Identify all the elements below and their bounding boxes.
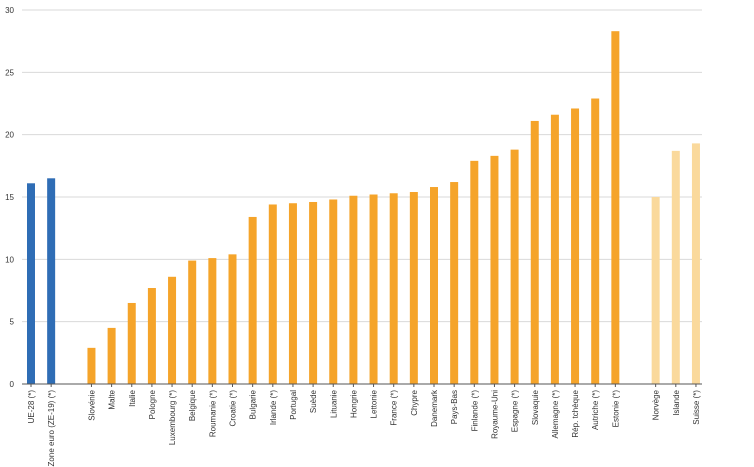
x-tick-label: Malte bbox=[108, 389, 117, 409]
x-tick-label: Suisse (*) bbox=[692, 390, 701, 425]
bar-ue-28 bbox=[27, 183, 35, 384]
bar-pays-bas bbox=[450, 182, 459, 384]
bar-danemark bbox=[430, 187, 438, 384]
bar-espagne bbox=[510, 149, 519, 384]
bar-chypre bbox=[409, 192, 418, 384]
bar-allemagne bbox=[550, 114, 559, 384]
x-tick-label: Autriche (*) bbox=[591, 390, 600, 430]
bar-croatie bbox=[228, 254, 237, 384]
bar-slov-nie bbox=[87, 347, 96, 384]
x-tick-label: Irlande (*) bbox=[269, 390, 278, 425]
bar-autriche bbox=[591, 98, 600, 384]
y-tick-label: 20 bbox=[5, 131, 14, 140]
x-tick-label: Slovaquie bbox=[531, 389, 540, 425]
bar-lettonie bbox=[369, 194, 378, 384]
x-tick-label: Allemagne (*) bbox=[551, 390, 560, 439]
x-tick-label: UE-28 (*) bbox=[27, 390, 36, 424]
x-tick-label: Chypre bbox=[410, 389, 419, 415]
x-tick-label: Hongrie bbox=[349, 389, 358, 418]
x-tick-label: Rép. tchèque bbox=[571, 389, 580, 437]
y-tick-label: 10 bbox=[5, 255, 14, 264]
x-tick-label: Finlande (*) bbox=[470, 390, 479, 432]
x-tick-label: Espagne (*) bbox=[511, 390, 520, 433]
bar-lituanie bbox=[329, 199, 338, 384]
x-tick-label: Islande bbox=[672, 389, 681, 415]
bar-belgique bbox=[188, 260, 197, 384]
x-tick-label: Lettonie bbox=[370, 389, 379, 418]
bar-portugal bbox=[288, 203, 297, 384]
y-tick-label: 30 bbox=[5, 6, 14, 15]
x-tick-label: Pologne bbox=[148, 389, 157, 419]
y-tick-label: 0 bbox=[10, 380, 15, 389]
x-tick-label: Bulgarie bbox=[249, 389, 258, 419]
bars bbox=[27, 31, 700, 385]
y-tick-label: 25 bbox=[5, 68, 14, 77]
x-tick-label: Belgique bbox=[188, 389, 197, 421]
bar-hongrie bbox=[349, 195, 358, 384]
bar-pologne bbox=[147, 288, 156, 384]
x-tick-label: Lituanie bbox=[329, 389, 338, 418]
bar-r-p-tch-que bbox=[571, 108, 580, 385]
x-tick-label: France (*) bbox=[390, 390, 399, 426]
x-tick-label: Luxembourg (*) bbox=[168, 390, 177, 445]
x-tick-label: Slovénie bbox=[87, 389, 96, 420]
bar-france bbox=[389, 193, 398, 384]
gridlines bbox=[22, 9, 702, 323]
x-tick-label: Norvège bbox=[652, 389, 661, 420]
bar-irlande bbox=[268, 204, 277, 384]
x-tick-label: Italie bbox=[128, 389, 137, 406]
x-tick-label: Estonie (*) bbox=[611, 390, 620, 428]
bar-roumanie bbox=[208, 258, 217, 384]
x-tick-label: Roumanie (*) bbox=[208, 390, 217, 437]
bar-italie bbox=[127, 302, 136, 384]
x-tick-label: Pays-Bas bbox=[450, 390, 459, 424]
bar-luxembourg bbox=[168, 276, 177, 384]
bar-islande bbox=[671, 150, 680, 384]
bar-finlande bbox=[470, 160, 479, 384]
bar-slovaquie bbox=[530, 120, 539, 384]
x-tick-label: Zone euro (ZE-19) (*) bbox=[47, 390, 56, 467]
x-tick-label: Portugal bbox=[289, 390, 298, 420]
bar-estonie bbox=[611, 31, 620, 384]
bar-malte bbox=[107, 327, 116, 384]
y-axis-tick-labels: 0 5 10 15 20 25 30 bbox=[5, 6, 14, 389]
bar-suisse bbox=[691, 143, 700, 384]
bar-bulgarie bbox=[248, 216, 257, 384]
x-tick-label: Croatie (*) bbox=[229, 390, 238, 427]
x-tick-label: Suède bbox=[309, 389, 318, 413]
y-tick-label: 15 bbox=[5, 193, 14, 202]
bar-zone-euro-ze-19 bbox=[47, 178, 56, 384]
x-axis-tick-labels: UE-28 (*) Zone euro (ZE-19) (*) Slovénie Ma… bbox=[27, 384, 701, 466]
bar-royaume-uni bbox=[490, 155, 499, 384]
x-tick-label: Danemark bbox=[430, 389, 439, 427]
y-tick-label: 5 bbox=[10, 318, 15, 327]
bar-su-de bbox=[309, 201, 318, 384]
bar-norv-ge bbox=[651, 197, 660, 384]
x-tick-label: Royaume-Uni bbox=[490, 390, 499, 439]
